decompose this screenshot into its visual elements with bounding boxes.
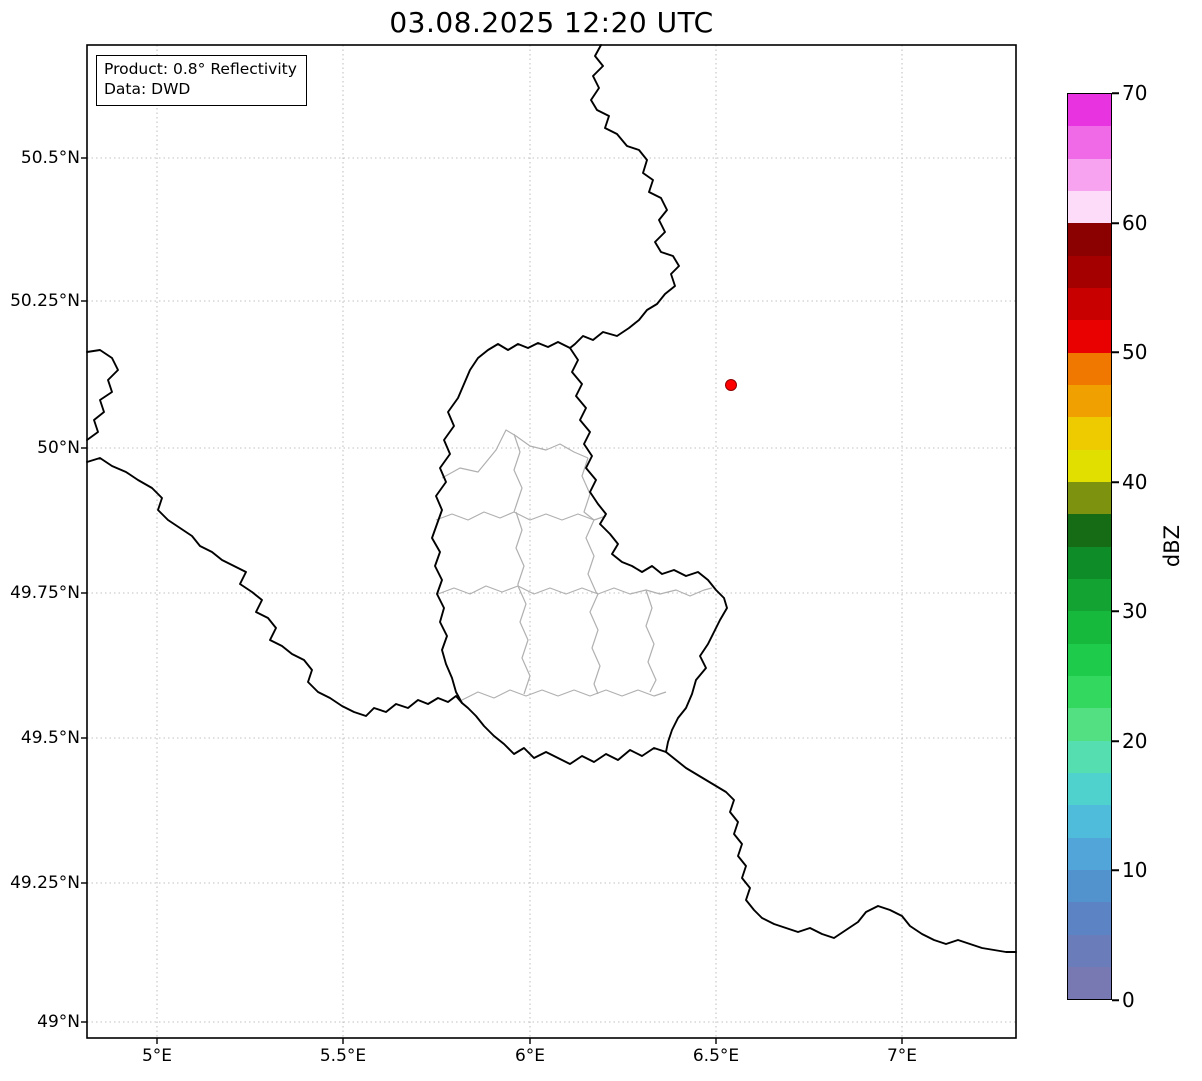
colorbar-segment — [1068, 837, 1111, 870]
colorbar-tick — [1112, 869, 1119, 871]
colorbar-segment — [1068, 158, 1111, 191]
border-france-belgium-fragment — [86, 349, 119, 441]
y-axis-tick-label: 49°N — [37, 1012, 80, 1032]
colorbar-tick-label: 30 — [1122, 599, 1148, 623]
colorbar-tick-label: 10 — [1122, 858, 1148, 882]
colorbar-segment — [1068, 94, 1111, 127]
colorbar-tick — [1112, 740, 1119, 742]
canton-borders — [435, 429, 713, 701]
colorbar-segment — [1068, 675, 1111, 709]
colorbar-segment — [1068, 255, 1111, 288]
y-axis-tick-label: 50.5°N — [20, 148, 80, 168]
colorbar-segment — [1068, 352, 1111, 385]
plot-frame — [86, 44, 1017, 1039]
colorbar-segment — [1068, 708, 1111, 741]
y-axis-tick-label: 49.75°N — [10, 583, 80, 603]
border-luxembourg — [431, 341, 728, 765]
radar-site-marker — [725, 379, 737, 391]
x-axis-tick-label: 7°E — [886, 1046, 918, 1066]
colorbar-segment — [1068, 449, 1111, 482]
colorbar-tick — [1112, 481, 1119, 483]
colorbar-segment — [1068, 643, 1111, 676]
colorbar-tick — [1112, 610, 1119, 612]
figure-title: 03.08.2025 12:20 UTC — [389, 6, 714, 39]
colorbar-segment — [1068, 223, 1111, 256]
colorbar-segment — [1068, 902, 1111, 935]
colorbar-segment — [1068, 287, 1111, 321]
colorbar-segment — [1068, 611, 1111, 644]
product-info-line2: Data: DWD — [104, 80, 191, 99]
colorbar-tick — [1112, 92, 1119, 94]
colorbar-segment — [1068, 772, 1111, 806]
colorbar-segment — [1068, 934, 1111, 967]
colorbar-segment — [1068, 578, 1111, 612]
product-info-box: Product: 0.8° Reflectivity Data: DWD — [96, 55, 307, 106]
grid-lines — [87, 45, 1016, 1038]
colorbar-tick-label: 70 — [1122, 81, 1148, 105]
colorbar-segment — [1068, 514, 1111, 547]
colorbar-tick — [1112, 222, 1119, 224]
colorbar-segment — [1068, 320, 1111, 353]
colorbar-segment — [1068, 869, 1111, 903]
x-axis-tick-label: 5°E — [141, 1046, 173, 1066]
x-axis-tick-label: 5.5°E — [319, 1046, 367, 1066]
colorbar-segment — [1068, 740, 1111, 773]
colorbar-tick-label: 50 — [1122, 340, 1148, 364]
product-info-line1: Product: 0.8° Reflectivity — [104, 60, 297, 78]
colorbar-segment — [1068, 481, 1111, 515]
country-borders — [86, 44, 1017, 953]
colorbar-segment — [1068, 126, 1111, 159]
colorbar-tick-label: 60 — [1122, 211, 1148, 235]
colorbar-segment — [1068, 805, 1111, 838]
border-france-belgium — [86, 457, 463, 717]
colorbar-tick-label: 0 — [1122, 988, 1135, 1012]
colorbar-segments — [1068, 94, 1111, 1000]
x-axis-tick-label: 6.5°E — [692, 1046, 740, 1066]
colorbar — [1067, 93, 1112, 1000]
colorbar-tick — [1112, 351, 1119, 353]
y-axis-tick-label: 50°N — [37, 438, 80, 458]
colorbar-segment — [1068, 190, 1111, 224]
colorbar-tick-label: 20 — [1122, 729, 1148, 753]
y-axis-tick-label: 50.25°N — [10, 291, 80, 311]
x-axis-tick-label: 6°E — [514, 1046, 546, 1066]
colorbar-segment — [1068, 417, 1111, 450]
colorbar-tick-label: 40 — [1122, 470, 1148, 494]
colorbar-segment — [1068, 384, 1111, 418]
y-axis-tick-label: 49.5°N — [20, 728, 80, 748]
y-axis-tick-label: 49.25°N — [10, 873, 80, 893]
colorbar-segment — [1068, 966, 1111, 1000]
border-france-germany — [665, 751, 1017, 953]
colorbar-axis-label: dBZ — [1160, 524, 1184, 568]
border-belgium-germany — [569, 44, 680, 349]
colorbar-segment — [1068, 546, 1111, 579]
axis-tick-marks — [81, 157, 903, 1044]
colorbar-tick — [1112, 999, 1119, 1001]
